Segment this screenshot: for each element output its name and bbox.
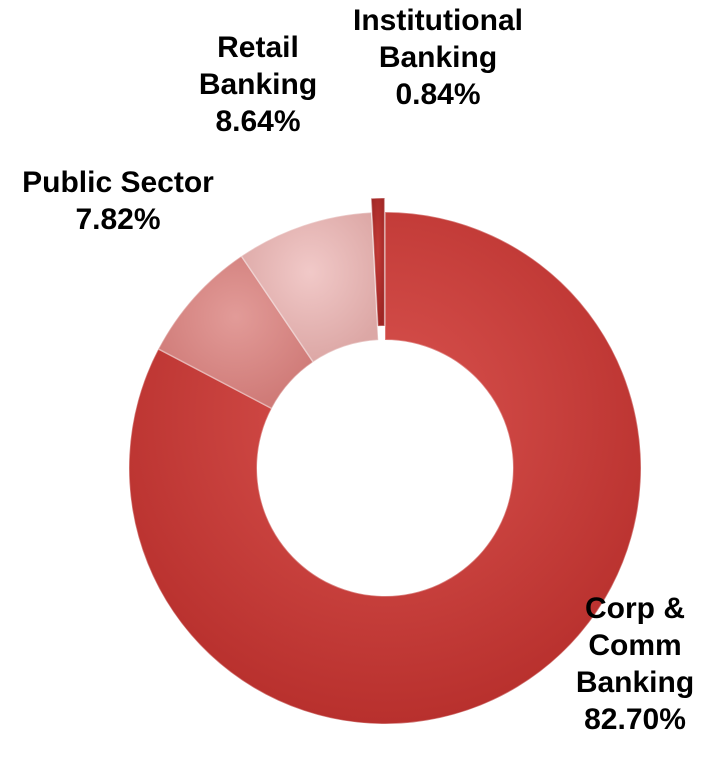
slice-institutional-banking [370, 197, 386, 327]
slice-corp-comm-banking [128, 211, 642, 725]
data-label-corp-comm-banking: Corp & Comm Banking 82.70% [576, 592, 694, 736]
data-label-institutional-banking: Institutional Banking 0.84% [353, 4, 523, 111]
slice-public-sector [157, 255, 315, 410]
data-label-public-sector: Public Sector 7.82% [22, 166, 214, 236]
slice-retail-banking [240, 211, 380, 364]
data-label-retail-banking: Retail Banking 8.64% [199, 31, 317, 138]
